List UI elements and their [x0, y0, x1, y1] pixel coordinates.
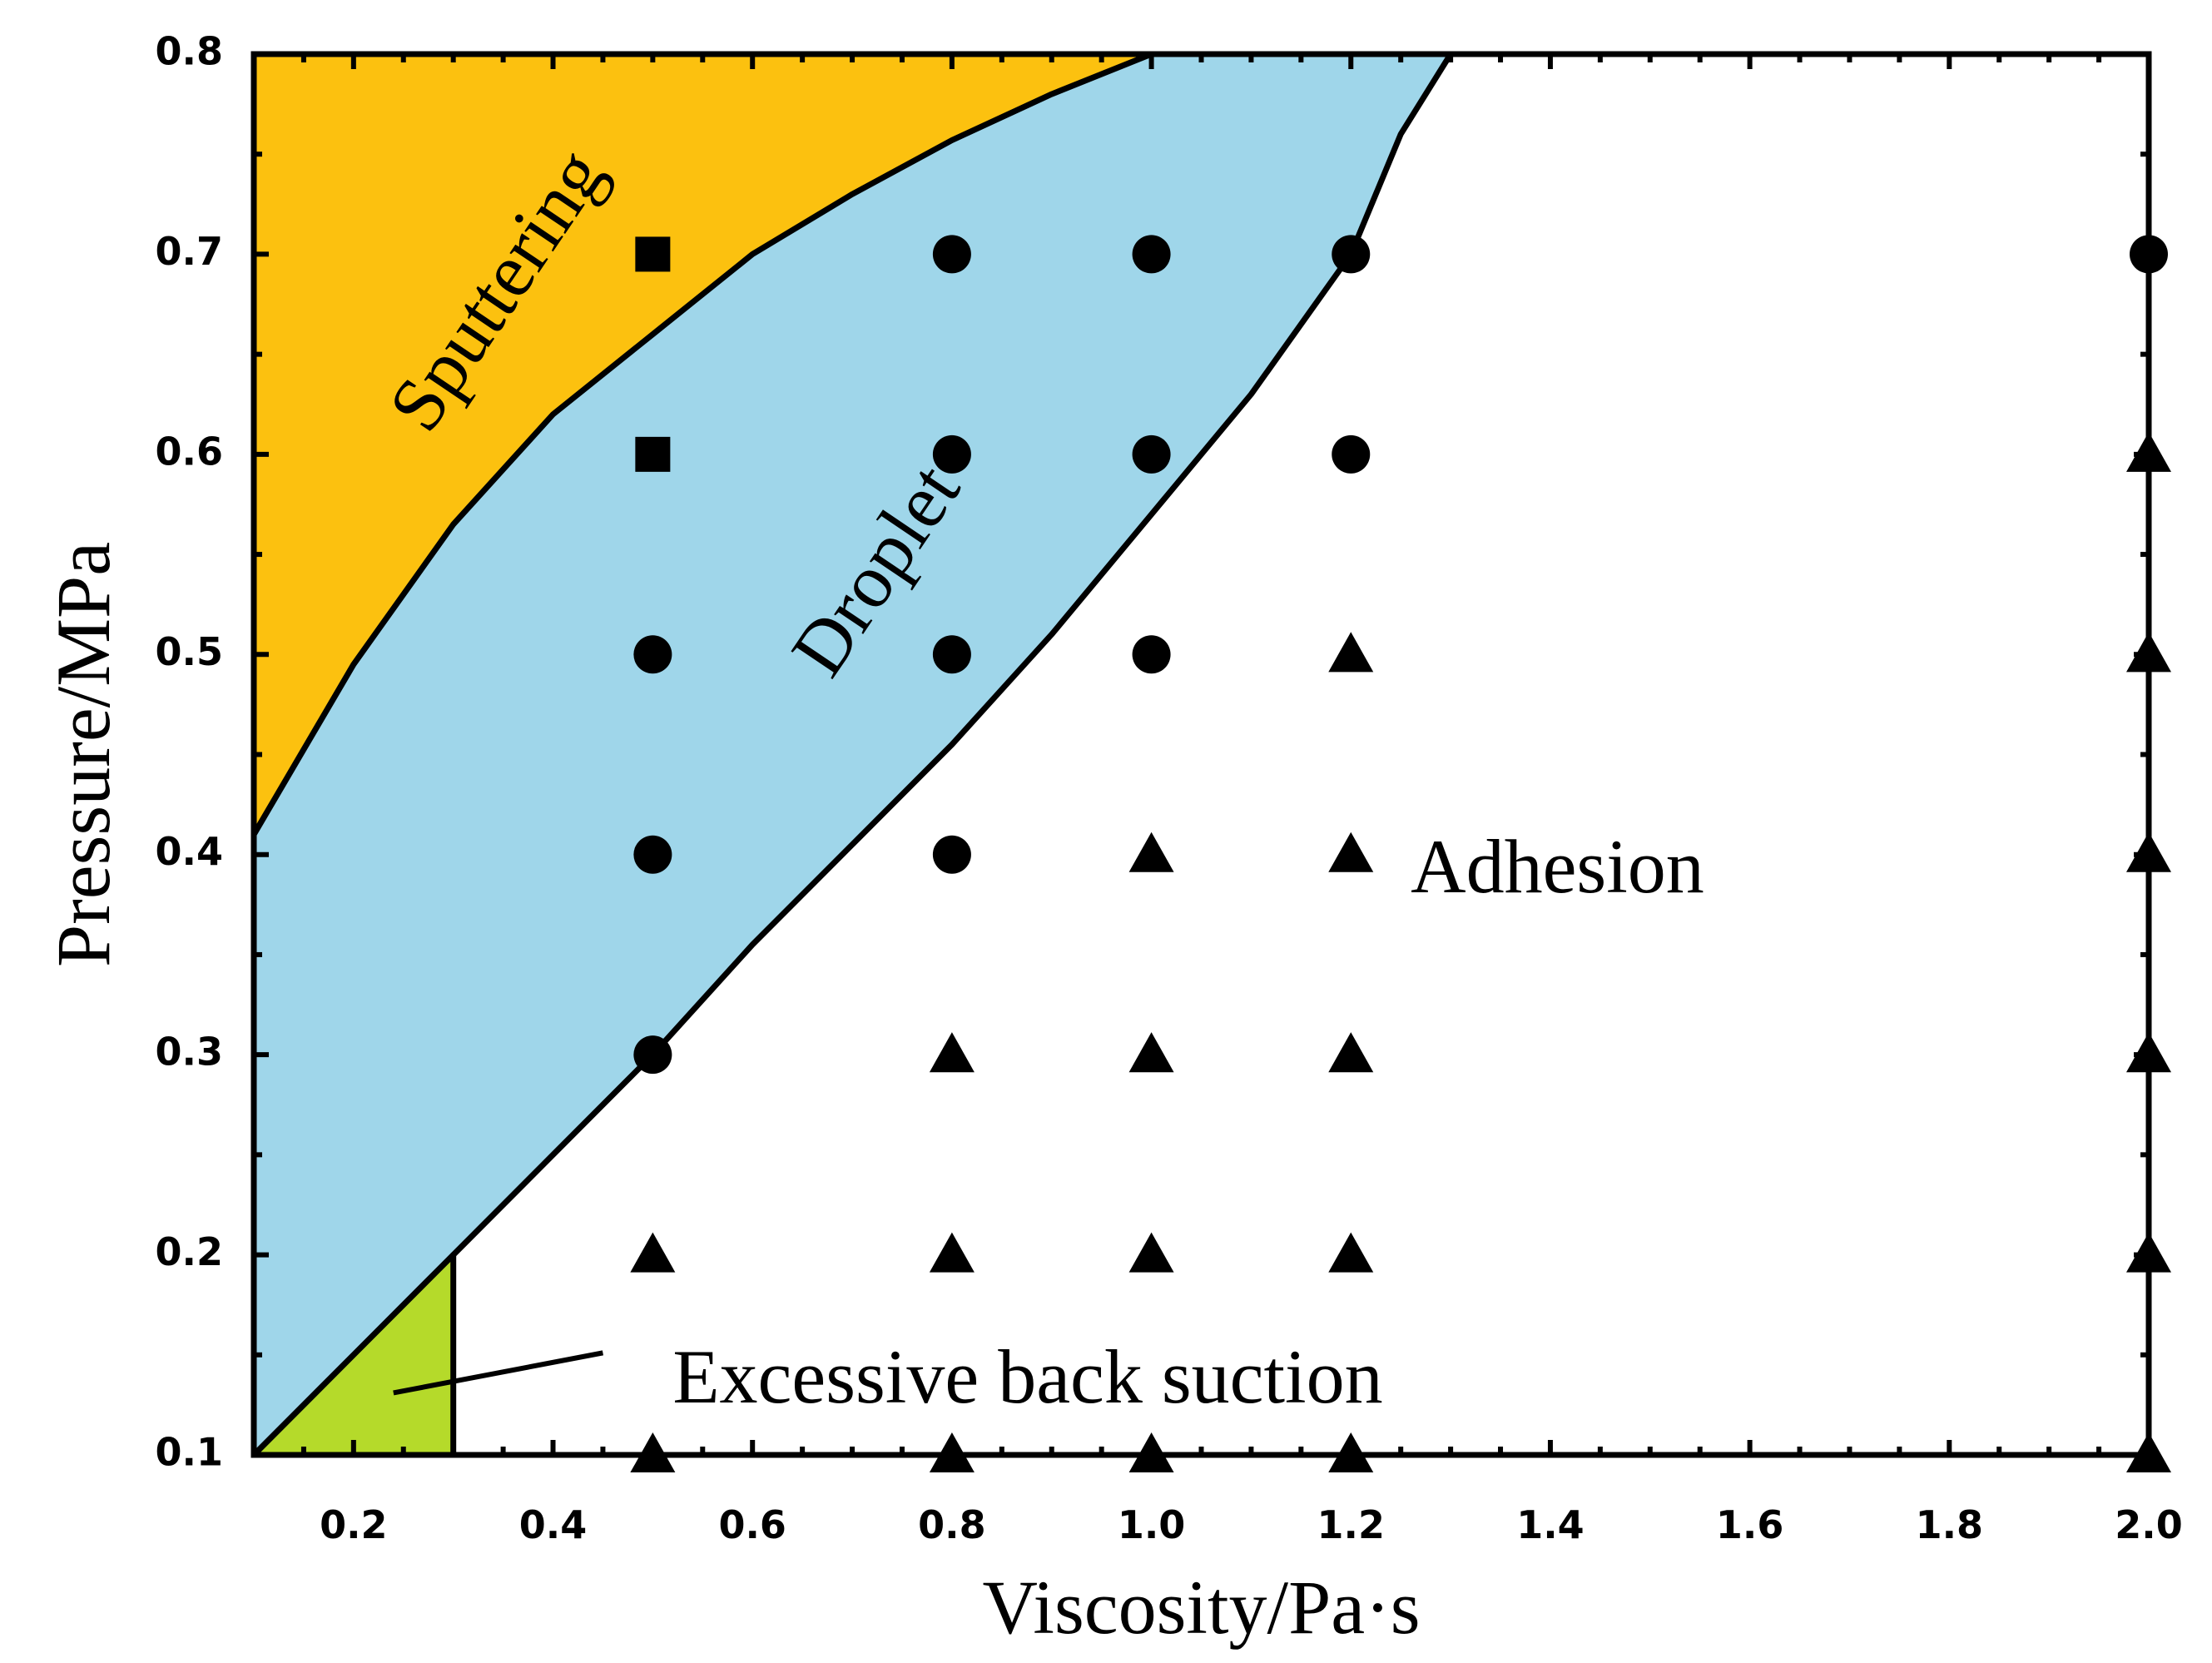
droplet-circle-marker — [932, 635, 971, 674]
x-tick-label: 1.0 — [1118, 1502, 1186, 1547]
adhesion-triangle-marker — [1328, 1032, 1374, 1073]
droplet-circle-marker — [1332, 434, 1371, 474]
x-tick-label: 2.0 — [2115, 1502, 2183, 1547]
x-axis-title: Viscosity/Pa·s — [982, 1565, 1420, 1650]
droplet-adhesion-boundary — [250, 51, 1454, 1458]
adhesion-label: Adhesion — [1411, 824, 1704, 909]
sputtering-region — [254, 54, 1152, 835]
y-tick-label: 0.8 — [156, 29, 224, 74]
x-tick-label: 0.4 — [519, 1502, 588, 1547]
x-tick-label: 0.8 — [918, 1502, 986, 1547]
y-tick-label: 0.2 — [156, 1229, 224, 1274]
adhesion-triangle-marker — [630, 1232, 676, 1273]
droplet-circle-marker — [1132, 635, 1171, 674]
adhesion-triangle-marker — [1128, 1032, 1174, 1073]
sputtering-square-marker — [635, 236, 671, 272]
adhesion-triangle-marker — [1328, 832, 1374, 872]
back-suction-leader-line — [393, 1350, 604, 1396]
x-tick-label: 1.8 — [1916, 1502, 1984, 1547]
adhesion-triangle-marker — [929, 1032, 975, 1073]
adhesion-triangle-marker — [1128, 1232, 1174, 1273]
adhesion-triangle-marker — [1128, 832, 1174, 872]
adhesion-triangle-marker — [929, 1232, 975, 1273]
droplet-circle-marker — [633, 835, 672, 874]
sputtering-square-marker — [635, 436, 671, 472]
y-tick-label: 0.5 — [156, 629, 224, 674]
ticks-layer — [254, 54, 2149, 1455]
sputtering-droplet-boundary — [250, 51, 1155, 838]
back-suction-label: Excessive back suction — [672, 1334, 1382, 1419]
y-tick-label: 0.4 — [156, 829, 224, 874]
droplet-circle-marker — [932, 235, 971, 274]
droplet-circle-marker — [633, 1035, 672, 1075]
droplet-region — [254, 54, 1451, 1455]
droplet-circle-marker — [932, 835, 971, 874]
x-tick-label: 0.2 — [320, 1502, 388, 1547]
droplet-circle-marker — [633, 635, 672, 674]
droplet-circle-marker — [1332, 235, 1371, 274]
x-tick-label: 0.6 — [718, 1502, 786, 1547]
droplet-circle-marker — [1132, 434, 1171, 474]
x-tick-label: 1.2 — [1317, 1502, 1386, 1547]
adhesion-triangle-marker — [1328, 632, 1374, 673]
adhesion-triangle-marker — [1328, 1232, 1374, 1273]
markers-layer — [630, 235, 2171, 1473]
x-tick-label: 1.4 — [1516, 1502, 1585, 1547]
y-tick-label: 0.1 — [156, 1430, 224, 1475]
y-tick-label: 0.6 — [156, 429, 224, 474]
x-tick-label: 1.6 — [1716, 1502, 1784, 1547]
y-tick-label: 0.7 — [156, 229, 224, 274]
y-axis-title: Pressure/MPa — [41, 542, 126, 967]
droplet-circle-marker — [1132, 235, 1171, 274]
y-tick-label: 0.3 — [156, 1030, 224, 1075]
droplet-circle-marker — [932, 434, 971, 474]
tick-labels-layer: 0.2 0.4 0.6 0.8 1.0 1.2 1.4 1.6 1.8 2.0 0.1 0.2 0.3 0… — [156, 29, 2183, 1548]
